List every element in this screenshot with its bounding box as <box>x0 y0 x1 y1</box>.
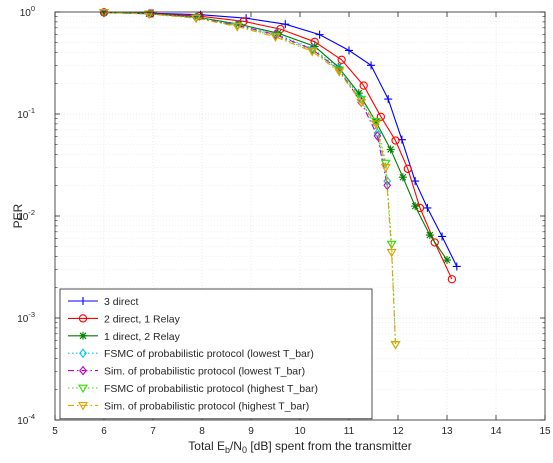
data-point-marker <box>270 33 281 42</box>
data-point-marker <box>356 99 367 108</box>
data-point-marker <box>411 202 420 211</box>
y-tick-label: 10-1 <box>17 106 35 121</box>
data-point-marker <box>390 341 401 350</box>
data-point-marker <box>191 14 202 24</box>
data-point-marker <box>380 159 391 169</box>
data-point-marker <box>79 331 87 340</box>
x-axis-label-part: [dB] spent from the transmitter <box>247 439 412 453</box>
data-point-marker <box>438 232 447 241</box>
series-line <box>103 11 397 345</box>
data-point-marker <box>403 164 412 173</box>
y-axis-label: PER <box>11 203 25 228</box>
data-point-marker <box>391 136 400 145</box>
data-point-marker <box>452 262 461 271</box>
data-point-marker <box>79 348 87 359</box>
data-point-marker <box>310 42 319 51</box>
data-point-marker <box>371 117 380 126</box>
data-point-marker <box>386 145 395 154</box>
x-axis-label-part: Total E <box>188 439 225 453</box>
data-point-marker <box>281 20 290 29</box>
legend-label: 1 direct, 2 Relay <box>104 331 181 343</box>
data-point-marker <box>359 81 368 90</box>
data-point-marker <box>370 117 381 127</box>
data-point-marker <box>376 112 385 121</box>
x-tick-label: 6 <box>101 426 107 437</box>
legend-label: FSMC of probabilistic protocol (highest … <box>104 383 318 395</box>
data-point-marker <box>337 55 346 64</box>
data-point-marker <box>384 95 393 104</box>
x-tick-label: 10 <box>294 426 306 437</box>
series-group <box>99 9 401 350</box>
data-point-marker <box>78 384 88 394</box>
x-tick-label: 14 <box>490 426 502 437</box>
data-point-marker <box>373 131 382 141</box>
legend: 3 direct 2 direct, 1 Relay 1 direct, 2 Rel… <box>59 288 373 420</box>
data-point-marker <box>430 238 439 247</box>
x-tick-label: 15 <box>539 426 551 437</box>
legend-label: FSMC of probabilistic protocol (lowest T… <box>104 348 314 360</box>
series-line <box>103 11 453 280</box>
legend-entry: Sim. of probabilistic protocol (lowest T… <box>68 366 305 378</box>
data-point-marker <box>232 23 243 32</box>
series-layer <box>99 7 461 350</box>
legend-entry: FSMC of probabilistic protocol (highest … <box>68 383 318 395</box>
data-point-marker <box>99 9 109 18</box>
legend-entry: 2 direct, 1 Relay <box>68 313 181 325</box>
y-tick-label: 10-3 <box>17 310 35 325</box>
data-point-marker <box>383 180 392 191</box>
x-tick-label: 7 <box>150 426 156 437</box>
data-point-marker <box>308 43 317 54</box>
data-point-marker <box>79 297 87 305</box>
data-point-marker <box>78 402 88 411</box>
data-point-marker <box>386 249 397 258</box>
x-tick-label: 5 <box>52 426 58 437</box>
data-point-marker <box>367 61 376 70</box>
data-point-marker <box>443 256 451 265</box>
legend-label: 2 direct, 1 Relay <box>104 313 181 325</box>
legend-entry: 3 direct <box>68 296 139 308</box>
x-tick-label: 11 <box>344 426 355 437</box>
series-line <box>103 11 458 267</box>
x-axis-label-subscript: b <box>225 445 230 455</box>
legend-label: Sim. of probabilistic protocol (lowest T… <box>104 366 305 378</box>
data-point-marker <box>447 275 457 284</box>
data-point-marker <box>425 231 434 240</box>
data-point-marker <box>398 173 407 182</box>
data-point-marker <box>386 240 397 250</box>
data-point-marker <box>370 120 381 129</box>
legend-entry: 1 direct, 2 Relay <box>68 331 181 343</box>
y-tick-label: 100 <box>20 4 35 19</box>
data-point-marker <box>144 10 155 20</box>
legend-entry: FSMC of probabilistic protocol (lowest T… <box>68 348 314 360</box>
x-tick-label: 13 <box>441 426 453 437</box>
x-tick-label: 8 <box>199 426 205 437</box>
x-axis-label: Total Eb/N0 [dB] spent from the transmit… <box>188 439 411 455</box>
x-axis-label-subscript: 0 <box>242 445 247 455</box>
data-point-marker <box>78 314 88 323</box>
data-point-marker <box>411 177 420 186</box>
y-tick-label: 10-2 <box>17 208 35 223</box>
legend-box <box>59 288 373 420</box>
legend-label: 3 direct <box>104 296 139 308</box>
legend-entry: Sim. of probabilistic protocol (highest … <box>68 400 309 412</box>
data-point-marker <box>423 203 432 212</box>
data-point-marker <box>79 365 87 376</box>
axes: 5 6 7 8 9 10 11 12 13 14 15 100 10-1 10-2 10-3 10-4 <box>17 4 551 437</box>
x-tick-label: 9 <box>248 426 254 437</box>
legend-label: Sim. of probabilistic protocol (highest … <box>104 400 309 412</box>
y-tick-label: 10-4 <box>17 412 35 427</box>
x-tick-label: 12 <box>392 426 404 437</box>
data-point-marker <box>354 89 363 98</box>
x-axis-label-part: /N <box>230 439 242 453</box>
data-point-marker <box>380 163 391 173</box>
data-point-marker <box>345 46 353 55</box>
data-point-marker <box>315 30 324 39</box>
data-point-marker <box>307 48 318 57</box>
data-point-marker <box>334 68 345 77</box>
